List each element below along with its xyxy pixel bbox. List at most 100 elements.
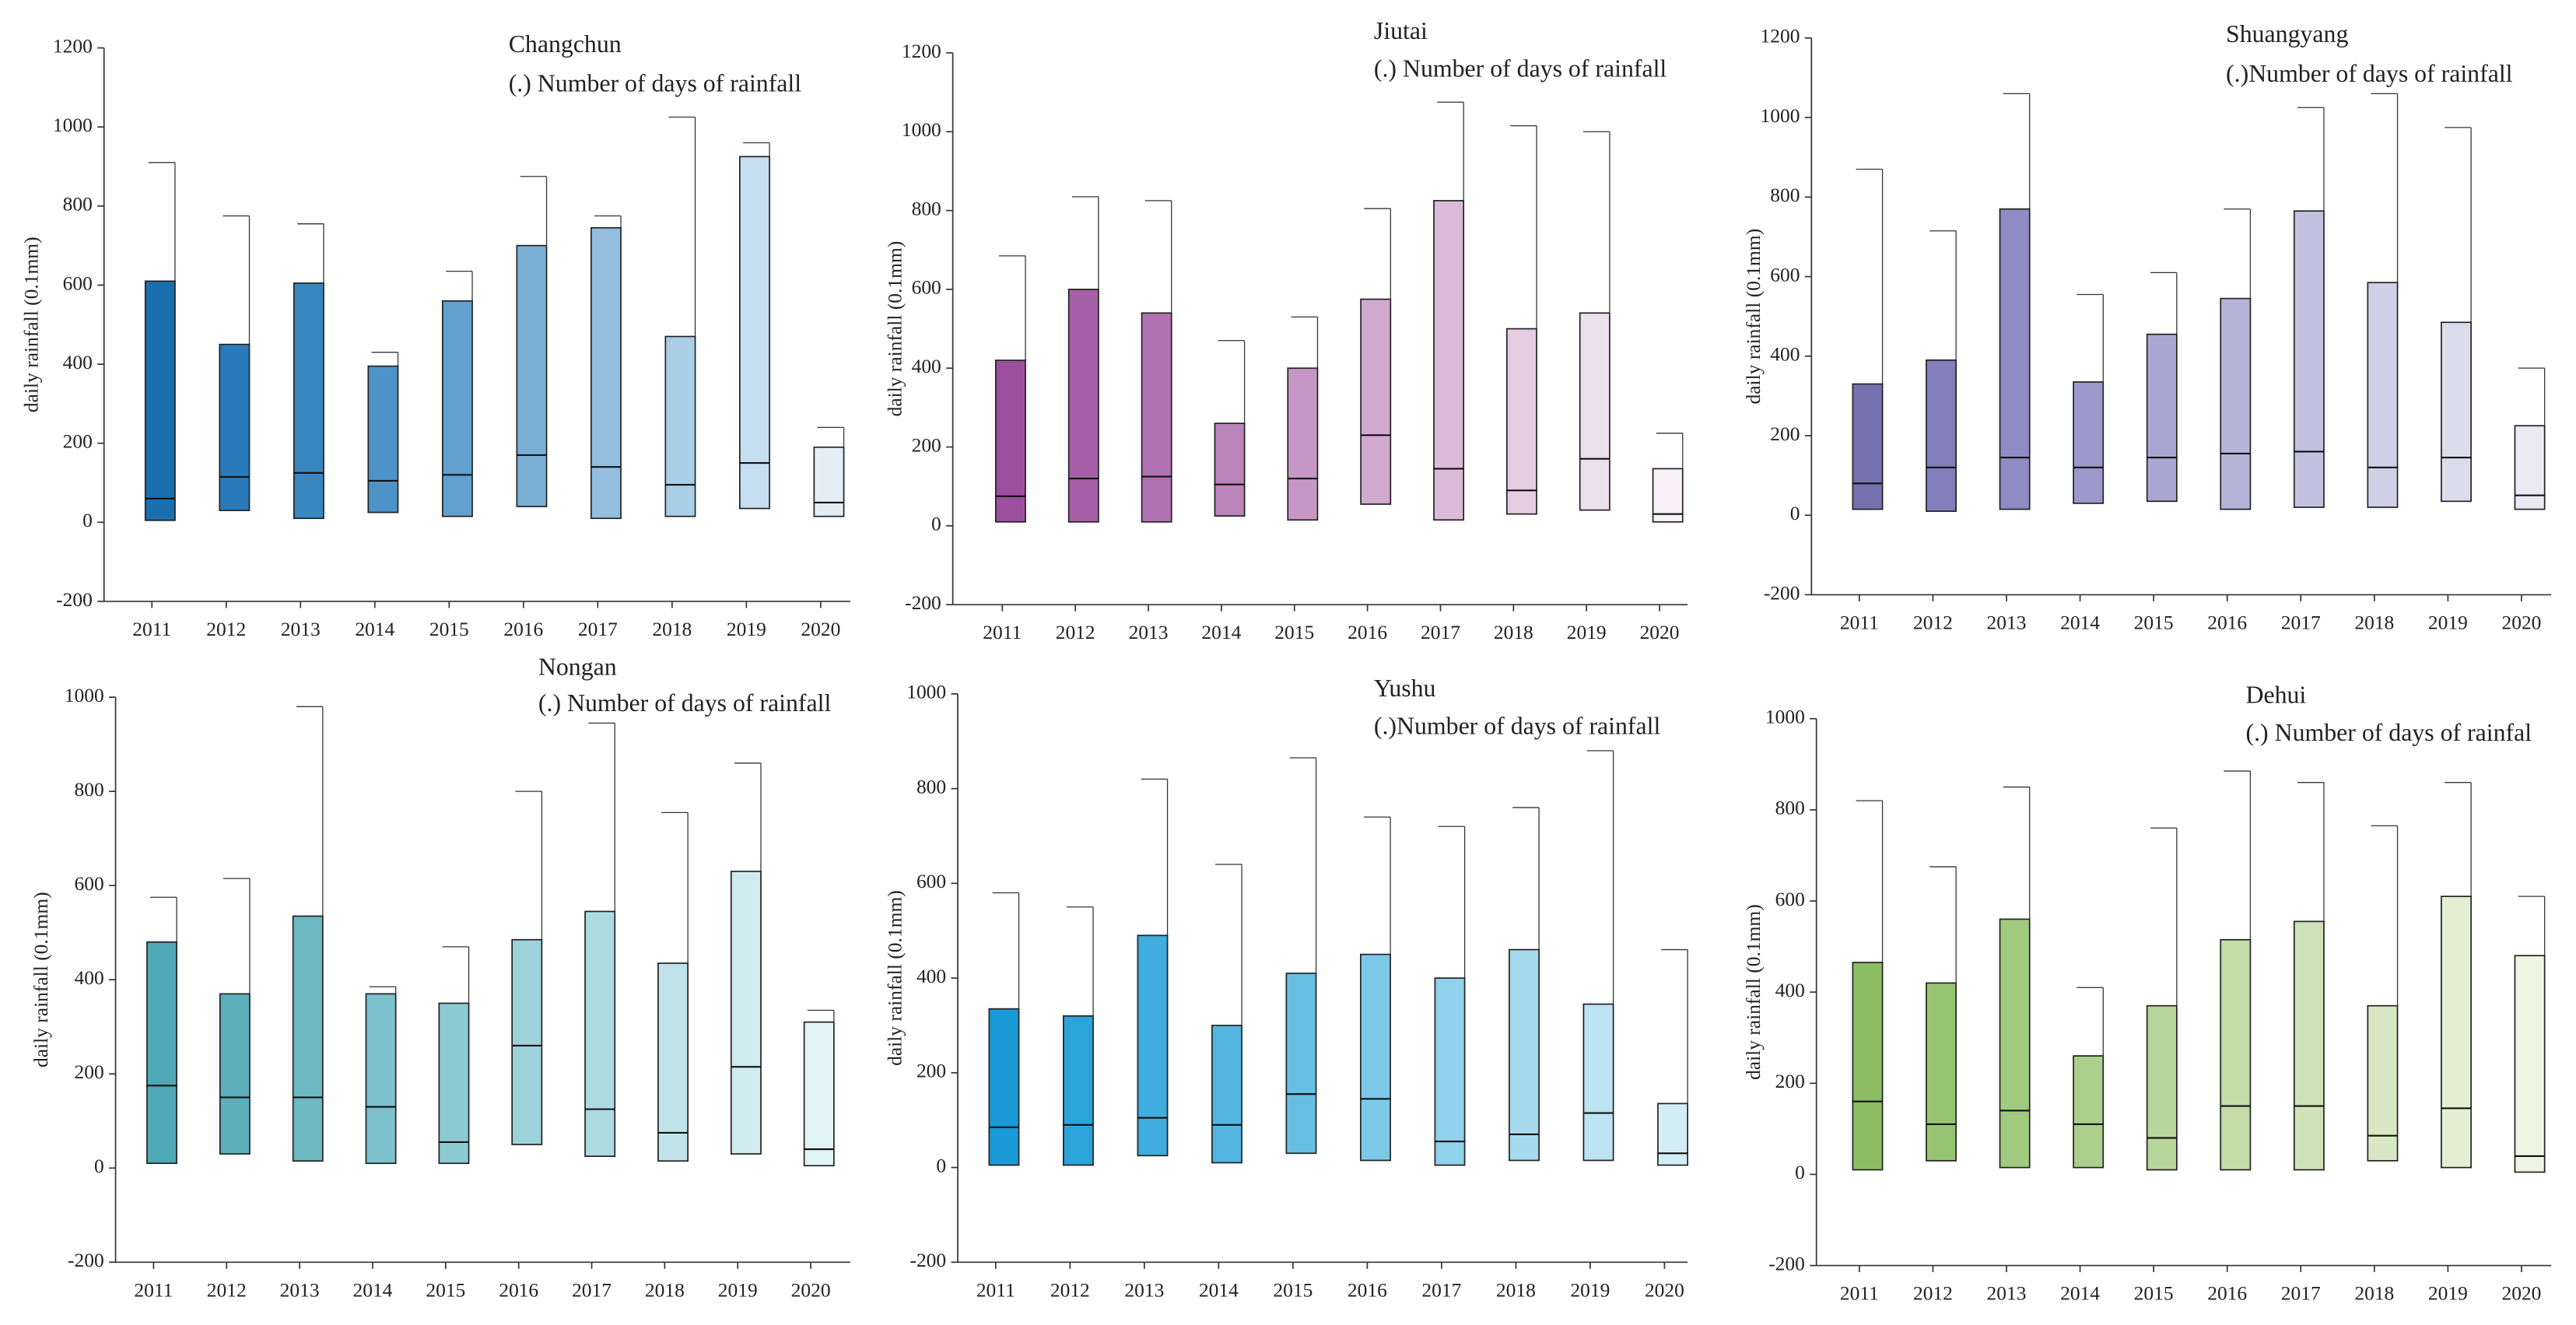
box — [292, 915, 324, 1162]
y-tick-label: -200 — [909, 1249, 946, 1271]
chart-subtitle: (.)Number of days of rainfall — [2226, 60, 2513, 87]
x-tick-label: 2013 — [1987, 612, 2027, 634]
box — [144, 280, 176, 521]
panel: Nongan (.) Number of days of rainfall dail… — [30, 653, 851, 1301]
x-tick-label: 2017 — [2281, 1282, 2321, 1305]
x-tick-label: 2011 — [1840, 1282, 1879, 1305]
y-tick-label: 600 — [912, 276, 941, 299]
box — [1434, 977, 1466, 1166]
chart-subtitle: (.) Number of days of rainfall — [509, 70, 802, 97]
box — [1999, 918, 2031, 1169]
x-tick-label: 2020 — [1645, 1278, 1684, 1301]
x-tick-label: 2019 — [718, 1278, 758, 1301]
box — [1062, 1015, 1094, 1166]
box — [2146, 1004, 2178, 1171]
x-tick-label: 2017 — [1421, 621, 1460, 643]
x-tick-label: 2016 — [499, 1278, 538, 1301]
box — [1657, 1102, 1688, 1166]
y-axis-label: daily rainfall (0.1mm) — [1742, 229, 1765, 405]
y-tick-label: 600 — [916, 870, 946, 892]
box — [2367, 282, 2399, 508]
box — [1285, 973, 1317, 1155]
x-tick-label: 2012 — [1056, 621, 1095, 643]
x-tick-label: 2011 — [976, 1278, 1015, 1301]
y-tick-label: 400 — [75, 966, 104, 989]
x-tick-label: 2017 — [2281, 612, 2321, 634]
box — [2293, 920, 2325, 1171]
x-tick-label: 2015 — [429, 618, 469, 640]
x-tick-label: 2018 — [652, 618, 692, 640]
box — [664, 335, 696, 517]
box — [516, 244, 548, 507]
x-tick-label: 2019 — [2428, 612, 2468, 634]
x-tick-label: 2015 — [2134, 612, 2174, 634]
x-tick-label: 2018 — [1496, 1278, 1536, 1301]
box — [293, 282, 324, 520]
chart-subtitle: (.) Number of days of rainfall — [1374, 55, 1667, 82]
box — [657, 962, 689, 1162]
y-tick-label: 800 — [1770, 184, 1800, 206]
y-tick-label: 600 — [1770, 263, 1800, 286]
x-tick-label: 2011 — [134, 1278, 173, 1301]
y-tick-label: 200 — [63, 430, 93, 453]
y-tick-label: 800 — [63, 193, 93, 216]
y-tick-label: -200 — [905, 591, 941, 614]
x-tick-label: 2013 — [281, 618, 321, 640]
y-tick-label: 0 — [94, 1155, 104, 1177]
box — [1509, 948, 1540, 1162]
box — [2514, 425, 2546, 510]
y-tick-label: 800 — [1775, 797, 1805, 819]
x-tick-label: 2017 — [1421, 1278, 1461, 1301]
x-tick-label: 2011 — [983, 621, 1022, 643]
box — [1582, 1003, 1614, 1162]
box — [730, 871, 762, 1155]
y-tick-label: 800 — [75, 778, 104, 801]
box — [2367, 1004, 2399, 1162]
x-tick-label: 2014 — [353, 1278, 393, 1301]
y-tick-label: -200 — [56, 588, 93, 611]
y-tick-label: 1000 — [906, 681, 946, 703]
y-tick-label: 800 — [912, 197, 941, 219]
x-tick-label: 2020 — [791, 1278, 831, 1301]
box — [2293, 210, 2325, 508]
box — [219, 993, 251, 1155]
chart-title: Changchun — [509, 30, 622, 58]
box — [1141, 312, 1172, 523]
box — [367, 365, 399, 514]
y-tick-label: 200 — [1770, 422, 1800, 445]
y-axis-label: daily rainfall (0.1mm) — [30, 892, 52, 1067]
y-tick-label: 600 — [75, 872, 104, 895]
y-axis-label: daily rainfall (0.1mm) — [1742, 904, 1765, 1080]
panel: Jiutai (.) Number of days of rainfall dail… — [883, 17, 1688, 643]
y-tick-label: 600 — [63, 272, 93, 294]
x-tick-label: 2018 — [645, 1278, 685, 1301]
box — [2146, 333, 2178, 503]
x-tick-label: 2013 — [1987, 1282, 2027, 1305]
y-tick-label: 1200 — [902, 40, 941, 62]
y-tick-label: 1200 — [1761, 25, 1800, 47]
y-tick-label: 200 — [1775, 1070, 1805, 1092]
box — [803, 1021, 835, 1167]
box — [1926, 982, 1957, 1162]
chart-subtitle: (.) Number of days of rainfal — [2246, 719, 2532, 746]
y-tick-label: 400 — [912, 355, 941, 377]
x-tick-label: 2020 — [2501, 1282, 2541, 1305]
y-axis-label: daily rainfall (0.1mm) — [883, 241, 906, 417]
x-tick-label: 2016 — [2207, 612, 2247, 634]
box — [1505, 328, 1537, 515]
x-tick-label: 2018 — [2354, 612, 2394, 634]
box — [988, 1008, 1020, 1166]
y-tick-label: 1000 — [902, 118, 941, 141]
panel: Changchun (.) Number of days of rainfall d… — [19, 30, 851, 640]
x-tick-label: 2013 — [1124, 1278, 1164, 1301]
box — [1852, 383, 1884, 510]
chart-title: Jiutai — [1374, 17, 1428, 44]
x-tick-label: 2019 — [1570, 1278, 1610, 1301]
box — [2073, 381, 2105, 504]
x-tick-label: 2012 — [1050, 1278, 1090, 1301]
box — [994, 359, 1026, 523]
y-tick-label: 1000 — [65, 684, 104, 706]
panel: Shuangyang (.)Number of days of rainfall d… — [1742, 20, 2552, 634]
y-tick-label: 200 — [916, 1060, 946, 1082]
x-tick-label: 2012 — [206, 618, 246, 640]
